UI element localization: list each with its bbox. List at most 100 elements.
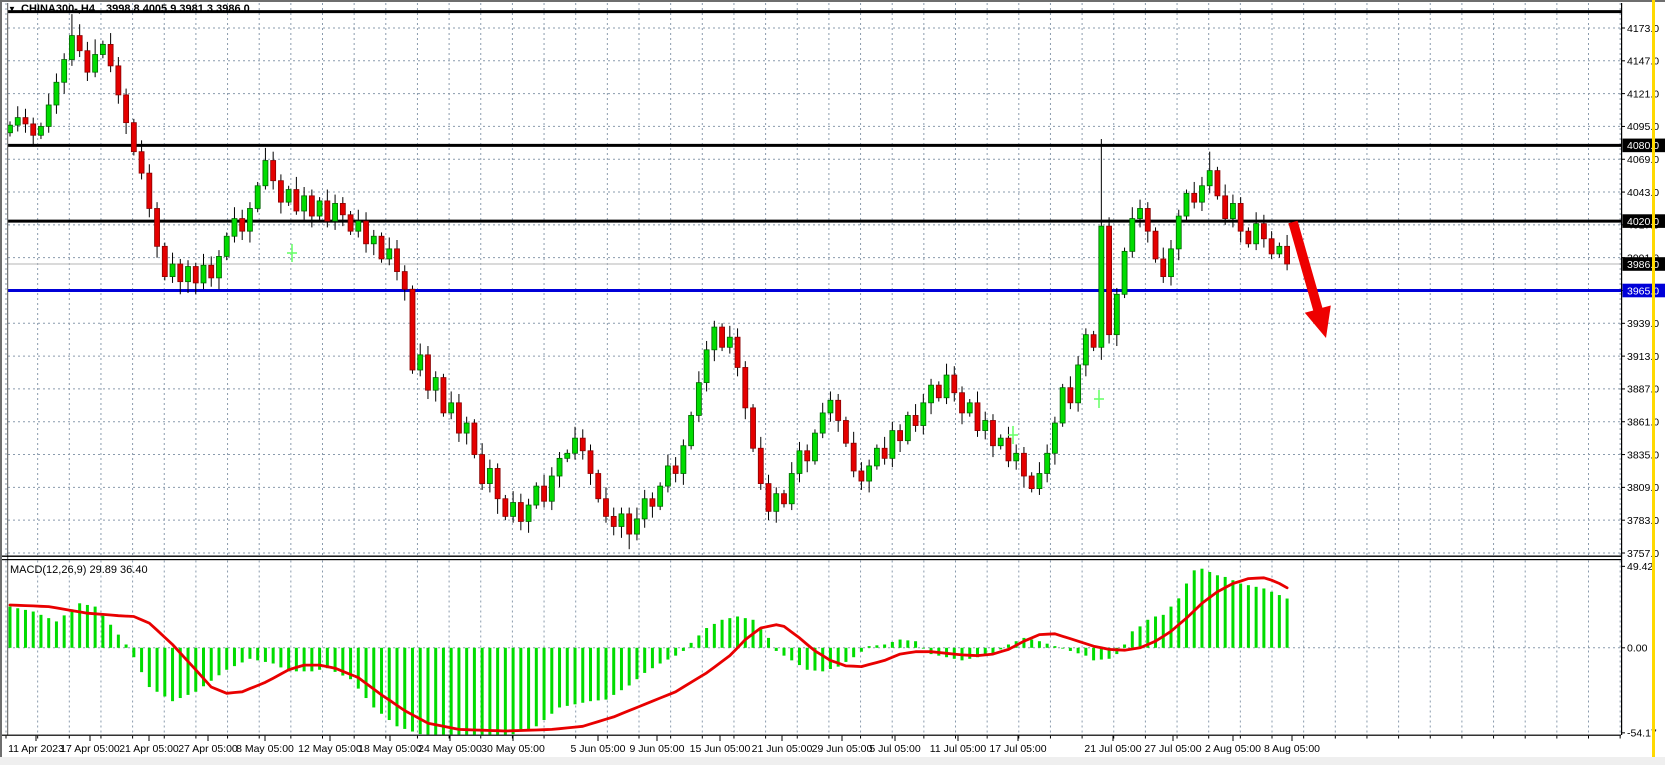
price-scale-area[interactable] [1622, 0, 1665, 757]
window-top-border [0, 0, 1665, 2]
candle-up [665, 465, 671, 487]
left-pane-border [7, 3, 9, 735]
price-tick-label: 4173.0 [1627, 23, 1659, 35]
macd-bar [1231, 580, 1235, 648]
macd-bar [310, 647, 314, 672]
macd-bar [480, 647, 484, 735]
macd-bar [681, 647, 685, 651]
candle-up [262, 160, 269, 187]
macd-bar [976, 647, 979, 658]
price-tick-label: 4147.0 [1627, 56, 1659, 68]
candle-down [742, 367, 749, 409]
macd-bar [619, 647, 623, 691]
candle-up [200, 264, 207, 284]
candle-down [765, 483, 772, 512]
macd-bar [472, 647, 476, 735]
candle-up [332, 203, 338, 222]
macd-bar [883, 644, 887, 648]
down-trend-arrow[interactable] [1288, 220, 1331, 338]
price-badge-text: 4080.0 [1627, 140, 1659, 152]
macd-bar [1169, 606, 1173, 648]
candle-down [502, 498, 509, 517]
macd-bar [774, 647, 778, 651]
candle-down [626, 513, 633, 535]
ohlc-readout: 3998.8 4005.9 3981.3 3986.0 [106, 3, 250, 15]
price-pane[interactable] [8, 3, 1621, 556]
candle-up [1253, 223, 1260, 245]
candle-down [30, 123, 37, 136]
candle-up [796, 450, 803, 474]
time-tick-label: 12 May 05:00 [298, 743, 362, 755]
macd-bar [1239, 583, 1243, 648]
candle-up [997, 437, 1004, 447]
macd-bar [1223, 576, 1227, 648]
macd-bar [720, 619, 724, 648]
time-scale-area[interactable] [0, 736, 1665, 757]
macd-bar [410, 647, 414, 732]
macd-bar [1208, 571, 1212, 648]
macd-bar [1123, 644, 1127, 648]
macd-bar [1045, 643, 1049, 648]
time-tick-label: 29 Jun 05:00 [812, 743, 873, 755]
candle-up [99, 44, 106, 55]
macd-bar [171, 647, 175, 702]
macd-bar [1076, 647, 1080, 654]
candle-up [1113, 293, 1120, 336]
price-tick-label: 3861.0 [1627, 417, 1659, 429]
candle-down [76, 35, 83, 52]
macd-bar [782, 647, 786, 656]
pane-separator-top[interactable] [2, 555, 1621, 557]
candle-up [812, 432, 818, 462]
macd-bar [674, 647, 678, 656]
candle-down [138, 151, 145, 174]
candle-down [22, 117, 29, 125]
macd-bar [1200, 568, 1204, 648]
candle-up [355, 220, 362, 232]
candle-up [873, 447, 880, 467]
macd-bar [596, 647, 600, 701]
candle-down [835, 399, 842, 421]
macd-histogram-layer [8, 568, 1289, 735]
price-tick-label: 4069.0 [1627, 154, 1659, 166]
macd-bar [155, 647, 159, 692]
candle-up [285, 189, 292, 203]
macd-bar [202, 647, 205, 687]
macd-bar [1138, 626, 1142, 648]
candle-up [231, 218, 238, 237]
macd-bar [178, 647, 182, 699]
symbol-dropdown-icon[interactable]: ▼ [8, 5, 16, 14]
macd-bar [70, 609, 74, 648]
macd-bar [109, 624, 113, 648]
candle-up [1230, 203, 1236, 219]
macd-bar [534, 647, 538, 727]
candle-down [1284, 245, 1290, 265]
macd-bar [1037, 641, 1041, 648]
candle-up [1075, 364, 1082, 404]
macd-bar [403, 647, 407, 729]
vertical-marker-line[interactable] [1652, 0, 1655, 757]
candle-up [1059, 387, 1066, 424]
macd-bar [39, 614, 43, 648]
candle-up [618, 513, 625, 527]
price-tick-label: 3783.0 [1627, 515, 1659, 527]
candle-down [649, 498, 656, 507]
price-tick-label: 4095.0 [1627, 121, 1659, 133]
macd-bar [217, 647, 221, 676]
candle-down [610, 515, 617, 527]
candle-up [1175, 215, 1182, 250]
candle-up [45, 104, 52, 127]
macd-bar [1270, 591, 1274, 648]
candle-up [1036, 473, 1043, 490]
macd-bar [1154, 616, 1158, 648]
macd-bar [921, 647, 925, 649]
candle-up [169, 263, 176, 278]
candle-down [425, 354, 431, 391]
candle-up [827, 399, 834, 414]
price-badge-text: 3965.0 [1627, 285, 1659, 297]
candle-down [154, 208, 160, 247]
macd-bar [434, 647, 438, 735]
macd-bar [356, 647, 360, 689]
macd-bar [612, 647, 616, 695]
price-tick-label: 4043.0 [1627, 187, 1659, 199]
